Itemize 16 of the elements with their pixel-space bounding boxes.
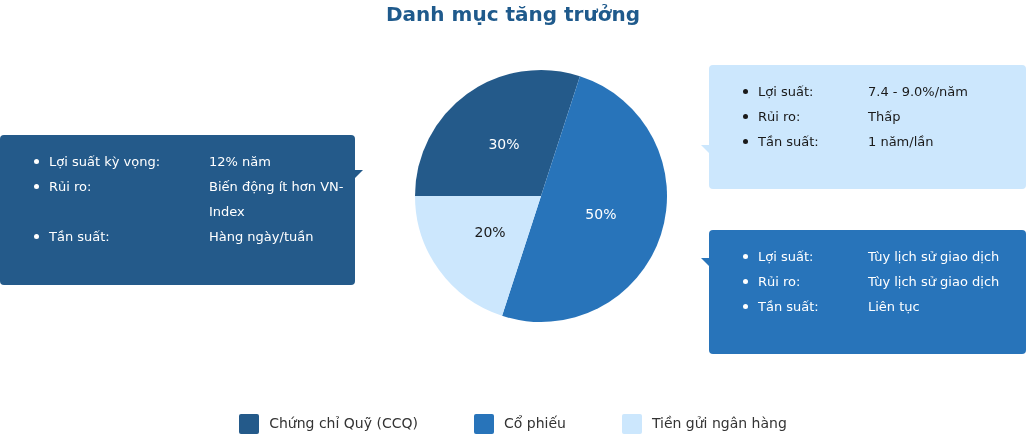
text: Tần suất: Hàng ngày/tuần (49, 229, 314, 244)
text: Rủi ro: Tùy lịch sử giao dịch (758, 274, 1000, 289)
data-label: 20% (474, 223, 506, 240)
legend-label: Chứng chỉ Quỹ (CCQ) (268, 414, 418, 433)
text: Rủi ro: Thấp (758, 109, 901, 124)
text: Rủi ro: Biến động ít hơn VN-Index (49, 179, 344, 219)
text: Tần suất: Liên tục (758, 299, 920, 314)
text: Lợi suất: Tùy lịch sử giao dịch (758, 249, 1000, 264)
text: Tần suất: 1 năm/lần (758, 134, 934, 149)
data-label: 50% (585, 206, 617, 223)
chart-title: Danh mục tăng trưởng (385, 2, 641, 26)
text: Lợi suất: 7.4 - 9.0%/năm (758, 84, 968, 99)
legend-label: Tiền gửi ngân hàng (650, 414, 787, 433)
text: Lợi suất kỳ vọng: 12% năm (49, 154, 271, 169)
legend-label: Cổ phiếu (502, 414, 566, 433)
data-label: 30% (488, 135, 520, 152)
